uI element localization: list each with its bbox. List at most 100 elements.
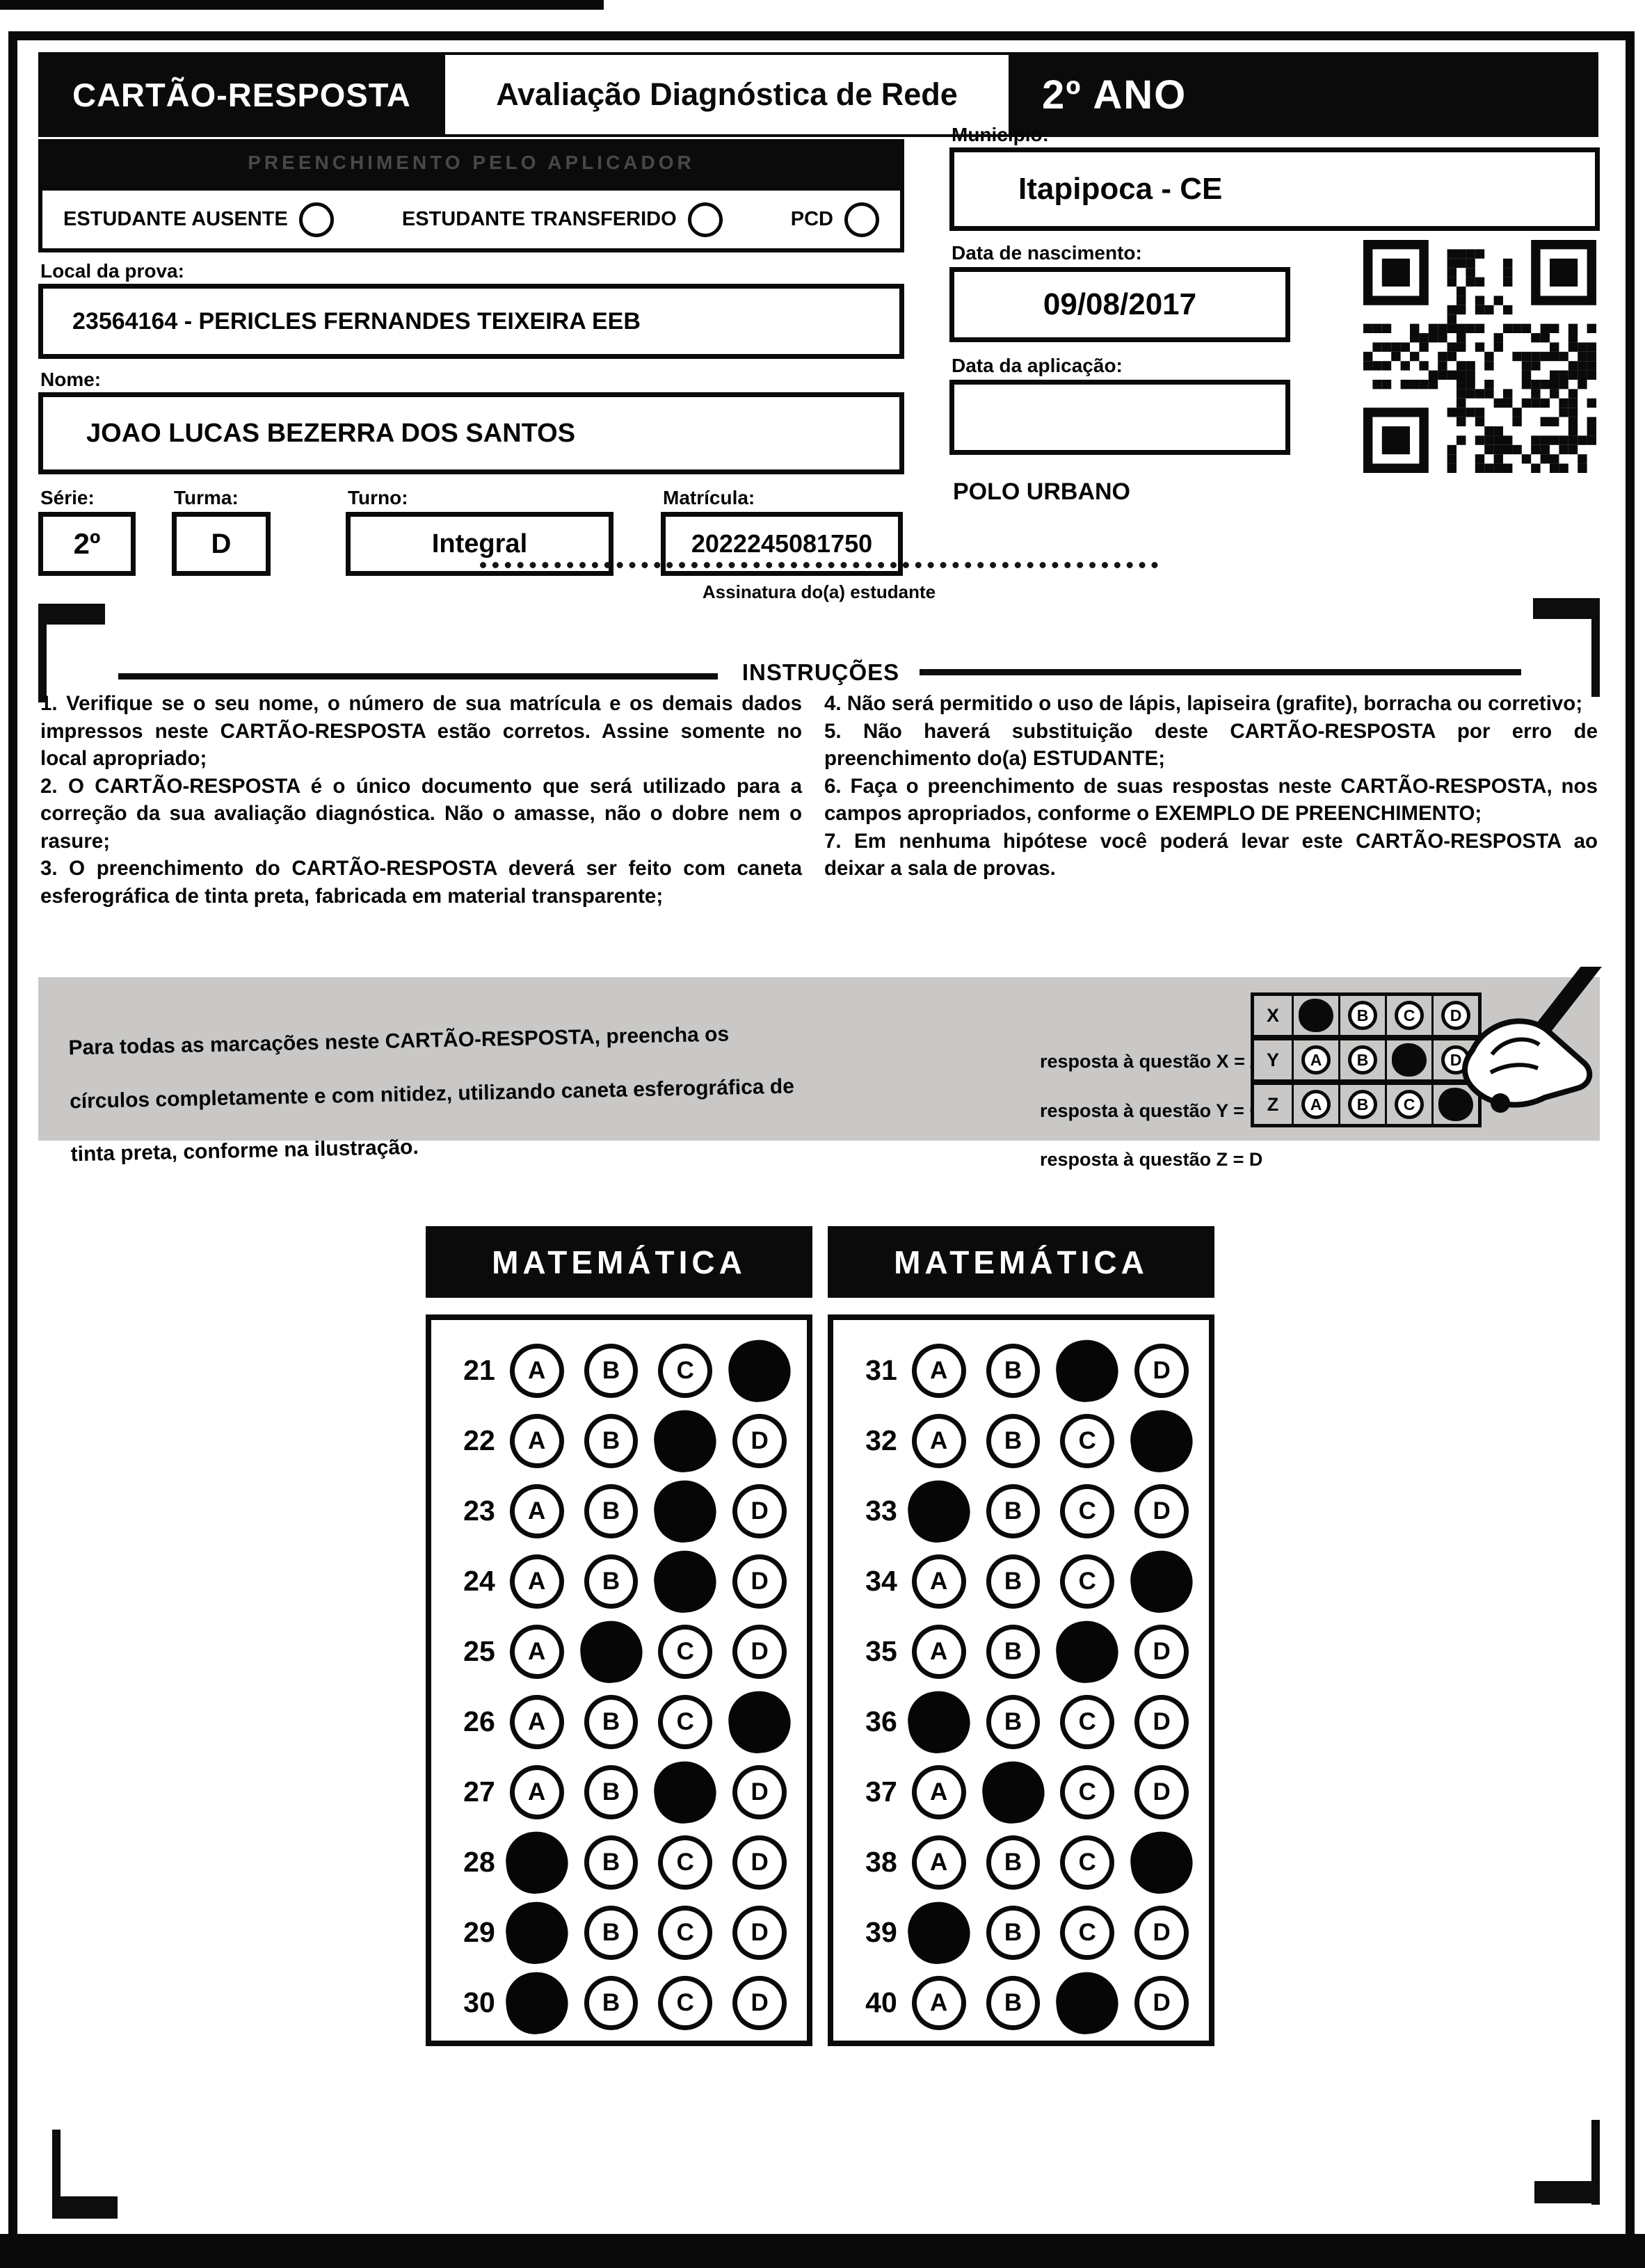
bubble-36-b[interactable]: B [986, 1694, 1041, 1749]
bubble-29-d[interactable]: D [732, 1905, 787, 1960]
bubble-35-b[interactable]: B [986, 1624, 1041, 1679]
bubble-27-a[interactable]: A [509, 1764, 564, 1819]
bubble-33-c[interactable]: C [1060, 1483, 1115, 1538]
option-circle-estudante-ausente[interactable] [298, 202, 334, 237]
bubble-40-c[interactable] [1052, 1968, 1122, 2038]
bubble-29-b[interactable]: B [584, 1905, 639, 1960]
instruction-item: 2. O CARTÃO-RESPOSTA é o único documento… [40, 774, 802, 853]
bubble-30-a[interactable] [502, 1968, 572, 2038]
bubble-21-c[interactable]: C [658, 1343, 713, 1398]
bubble-21-a[interactable]: A [509, 1343, 564, 1398]
instructions-rule-left [118, 673, 718, 679]
bubble-21-d[interactable] [725, 1335, 794, 1406]
bubble-23-a[interactable]: A [509, 1483, 564, 1538]
serie-field: 2º [38, 512, 136, 576]
bubble-32-b[interactable]: B [986, 1413, 1041, 1468]
bubble-22-b[interactable]: B [584, 1413, 639, 1468]
bubble-26-c[interactable]: C [658, 1694, 713, 1749]
option-circle-pcd[interactable] [844, 202, 879, 237]
bubble-22-d[interactable]: D [732, 1413, 787, 1468]
bubble-31-c[interactable] [1052, 1335, 1122, 1406]
bubble-31-a[interactable]: A [911, 1343, 966, 1398]
bubble-37-b[interactable] [979, 1757, 1048, 1827]
bubble-23-c[interactable] [650, 1476, 720, 1546]
corner-mark-top-right-stem [1591, 598, 1600, 697]
bubble-27-d[interactable]: D [732, 1764, 787, 1819]
bubble-26-d[interactable] [725, 1687, 794, 1757]
bubble-38-b[interactable]: B [986, 1835, 1041, 1890]
bubble-24-c[interactable] [650, 1546, 720, 1616]
option-circle-estudante-transferido[interactable] [687, 202, 723, 237]
bubble-28-a[interactable] [502, 1827, 572, 1897]
question-number: 36 [865, 1705, 897, 1737]
bubble-35-a[interactable]: A [911, 1624, 966, 1679]
bubble-39-b[interactable]: B [986, 1905, 1041, 1960]
bubble-38-a[interactable]: A [911, 1835, 966, 1890]
question-number: 21 [463, 1354, 495, 1386]
bubble-34-c[interactable]: C [1060, 1554, 1115, 1609]
bubble-40-a[interactable]: A [911, 1975, 966, 2030]
example-bubble-y-b: B [1348, 1045, 1377, 1075]
bubble-33-a[interactable] [904, 1476, 974, 1546]
bubble-39-c[interactable]: C [1060, 1905, 1115, 1960]
bubble-35-c[interactable] [1052, 1616, 1122, 1687]
bubble-24-a[interactable]: A [509, 1554, 564, 1609]
bubble-31-d[interactable]: D [1134, 1343, 1189, 1398]
bubble-25-c[interactable]: C [658, 1624, 713, 1679]
bubble-37-c[interactable]: C [1060, 1764, 1115, 1819]
bubble-21-b[interactable]: B [584, 1343, 639, 1398]
bubble-24-d[interactable]: D [732, 1554, 787, 1609]
bubble-30-b[interactable]: B [584, 1975, 639, 2030]
signature-line[interactable] [480, 562, 1158, 568]
bubble-34-a[interactable]: A [911, 1554, 966, 1609]
bubble-36-d[interactable]: D [1134, 1694, 1189, 1749]
question-number: 29 [463, 1916, 495, 1948]
example-cell: D [1434, 996, 1478, 1035]
bubble-38-d[interactable] [1127, 1827, 1196, 1897]
bubble-37-a[interactable]: A [911, 1764, 966, 1819]
bubble-38-c[interactable]: C [1060, 1835, 1115, 1890]
bubble-33-b[interactable]: B [986, 1483, 1041, 1538]
bubble-39-a[interactable] [904, 1897, 974, 1968]
section-header-matematica-1: MATEMÁTICA [426, 1226, 812, 1298]
bubble-36-a[interactable] [904, 1687, 974, 1757]
bubble-32-a[interactable]: A [911, 1413, 966, 1468]
bubble-32-d[interactable] [1127, 1406, 1196, 1476]
bubble-31-b[interactable]: B [986, 1343, 1041, 1398]
bubble-30-c[interactable]: C [658, 1975, 713, 2030]
bubble-23-b[interactable]: B [584, 1483, 639, 1538]
question-number: 37 [865, 1776, 897, 1808]
bubble-23-d[interactable]: D [732, 1483, 787, 1538]
example-bubble-z-a: A [1301, 1090, 1331, 1119]
question-number: 32 [865, 1424, 897, 1456]
bubble-25-d[interactable]: D [732, 1624, 787, 1679]
bubble-34-b[interactable]: B [986, 1554, 1041, 1609]
bubble-26-b[interactable]: B [584, 1694, 639, 1749]
bubble-39-d[interactable]: D [1134, 1905, 1189, 1960]
bubble-26-a[interactable]: A [509, 1694, 564, 1749]
bubble-22-a[interactable]: A [509, 1413, 564, 1468]
bubble-25-a[interactable]: A [509, 1624, 564, 1679]
bubble-28-d[interactable]: D [732, 1835, 787, 1890]
bubble-32-c[interactable]: C [1060, 1413, 1115, 1468]
question-number: 40 [865, 1986, 897, 2018]
bubble-29-c[interactable]: C [658, 1905, 713, 1960]
bubble-28-c[interactable]: C [658, 1835, 713, 1890]
bubble-30-d[interactable]: D [732, 1975, 787, 2030]
bubble-29-a[interactable] [502, 1897, 572, 1968]
bubble-33-d[interactable]: D [1134, 1483, 1189, 1538]
bubble-37-d[interactable]: D [1134, 1764, 1189, 1819]
bubble-40-b[interactable]: B [986, 1975, 1041, 2030]
sheet-border-right [1626, 31, 1635, 2236]
serie-value: 2º [73, 527, 101, 560]
bubble-27-b[interactable]: B [584, 1764, 639, 1819]
bubble-35-d[interactable]: D [1134, 1624, 1189, 1679]
bubble-24-b[interactable]: B [584, 1554, 639, 1609]
bubble-22-c[interactable] [650, 1406, 720, 1476]
bubble-28-b[interactable]: B [584, 1835, 639, 1890]
bubble-25-b[interactable] [577, 1616, 645, 1687]
bubble-40-d[interactable]: D [1134, 1975, 1189, 2030]
bubble-36-c[interactable]: C [1060, 1694, 1115, 1749]
bubble-34-d[interactable] [1127, 1546, 1196, 1616]
bubble-27-c[interactable] [650, 1757, 720, 1827]
